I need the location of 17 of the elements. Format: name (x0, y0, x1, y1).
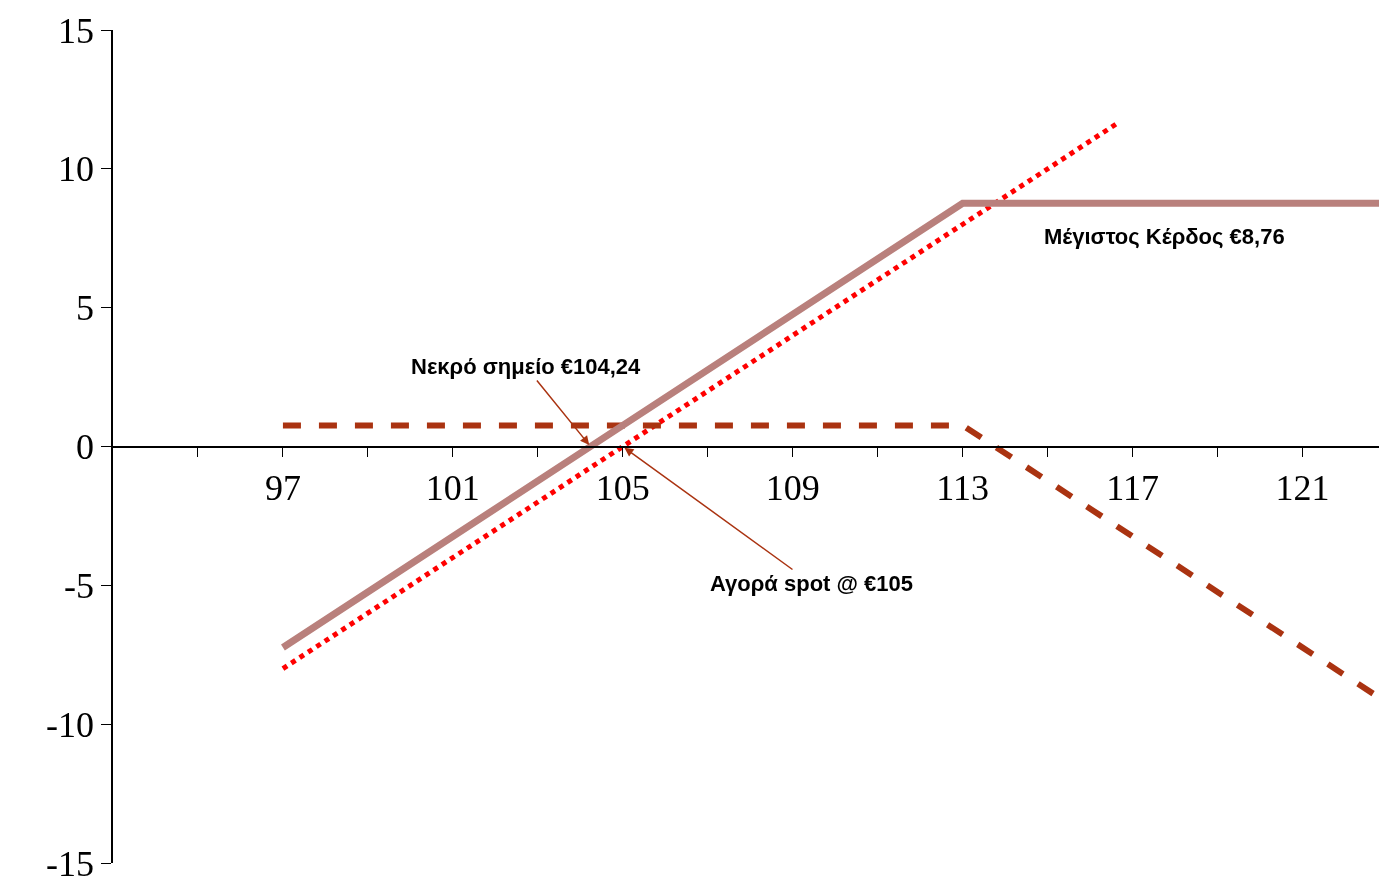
x-tick-label: 101 (425, 468, 480, 509)
x-tick-label: 113 (936, 468, 989, 509)
annotation: Μέγιστος Κέρδος €8,76 (1044, 224, 1285, 249)
x-tick-label: 121 (1275, 468, 1330, 509)
x-tick-label: 97 (264, 468, 301, 509)
y-tick-label: 0 (76, 427, 95, 468)
y-tick-label: 10 (58, 149, 95, 190)
y-tick-label: -10 (46, 704, 95, 745)
x-tick-label: 109 (765, 468, 820, 509)
y-tick-label: 15 (58, 10, 95, 51)
y-tick-label: -5 (64, 565, 95, 606)
y-tick-label: -15 (46, 843, 95, 884)
annotation: Αγορά spot @ €105 (710, 571, 914, 596)
x-tick-label: 117 (1106, 468, 1159, 509)
x-tick-label: 105 (595, 468, 650, 509)
y-tick-label: 5 (76, 288, 95, 329)
annotation: Νεκρό σημείο €104,24 (411, 354, 642, 379)
